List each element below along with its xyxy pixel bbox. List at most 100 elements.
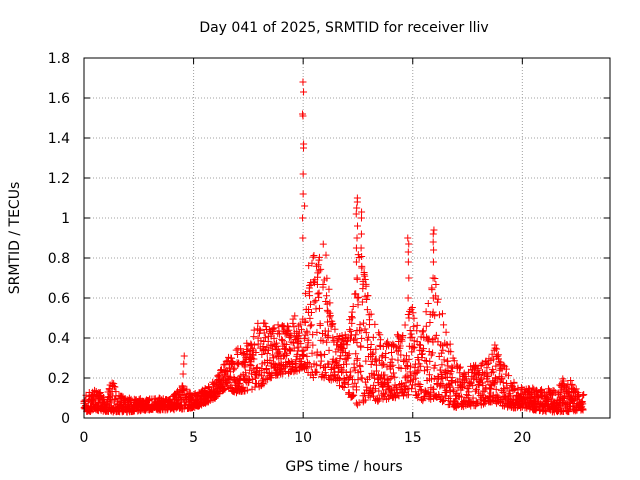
y-tick-label: 1.6 [48, 91, 70, 107]
data-point [355, 293, 363, 301]
data-point [425, 335, 433, 343]
data-point [306, 322, 314, 330]
data-point [355, 326, 363, 334]
data-point [340, 383, 348, 391]
data-point [372, 355, 380, 363]
data-point [183, 385, 191, 393]
data-point [429, 238, 437, 246]
data-point [372, 345, 380, 353]
data-point [353, 204, 361, 212]
data-point [439, 398, 447, 406]
data-point [345, 350, 353, 358]
data-point [178, 383, 186, 391]
data-point [352, 331, 360, 339]
data-point [244, 377, 252, 385]
data-point [486, 381, 494, 389]
data-point [494, 351, 502, 359]
data-point [319, 283, 327, 291]
data-point [220, 386, 228, 394]
data-point [301, 318, 309, 326]
data-point [402, 379, 410, 387]
data-point [432, 331, 440, 339]
data-point [405, 240, 413, 248]
data-point [414, 356, 422, 364]
data-point [362, 282, 370, 290]
data-point [408, 333, 416, 341]
x-tick-label: 20 [513, 430, 531, 446]
data-point [391, 373, 399, 381]
data-point [230, 366, 238, 374]
data-point [295, 329, 303, 337]
data-point [358, 374, 366, 382]
data-point [374, 397, 382, 405]
data-point [319, 240, 327, 248]
data-point [285, 333, 293, 341]
data-point [315, 267, 323, 275]
data-point [353, 294, 361, 302]
data-point [274, 345, 282, 353]
data-point [263, 343, 271, 351]
data-point [357, 244, 365, 252]
data-point [306, 292, 314, 300]
data-point [355, 399, 363, 407]
data-point [510, 379, 518, 387]
data-point [263, 349, 271, 357]
data-point [439, 346, 447, 354]
data-point [369, 349, 377, 357]
data-point [473, 399, 481, 407]
data-point [435, 311, 443, 319]
data-point [473, 400, 481, 408]
data-point [332, 360, 340, 368]
data-point [370, 392, 378, 400]
chart-title: Day 041 of 2025, SRMTID for receiver lli… [199, 20, 488, 36]
data-point [345, 389, 353, 397]
data-point [362, 357, 370, 365]
data-point [361, 325, 369, 333]
data-point [305, 305, 313, 313]
data-point [487, 369, 495, 377]
data-point [324, 308, 332, 316]
data-point [497, 358, 505, 366]
data-point [291, 312, 299, 320]
data-point [418, 354, 426, 362]
data-point [418, 328, 426, 336]
data-point [572, 407, 580, 415]
data-point [360, 270, 368, 278]
data-point [312, 297, 320, 305]
data-point [458, 383, 466, 391]
data-point [388, 355, 396, 363]
x-tick-label: 0 [80, 430, 89, 446]
data-point [417, 341, 425, 349]
data-point [367, 310, 375, 318]
data-point [323, 292, 331, 300]
data-point [426, 318, 434, 326]
data-point [241, 363, 249, 371]
data-point [568, 380, 576, 388]
data-point [319, 337, 327, 345]
data-point [570, 386, 578, 394]
data-point [396, 342, 404, 350]
data-point [461, 376, 469, 384]
data-point [376, 341, 384, 349]
data-point [469, 382, 477, 390]
data-point [388, 373, 396, 381]
data-point [308, 321, 316, 329]
data-point [378, 353, 386, 361]
data-point [262, 375, 270, 383]
data-point [356, 363, 364, 371]
data-point [310, 298, 318, 306]
data-point [237, 345, 245, 353]
data-point [425, 347, 433, 355]
data-point [180, 385, 188, 393]
data-point [404, 294, 412, 302]
data-point [329, 320, 337, 328]
data-point [262, 366, 270, 374]
y-tick-label: 0.8 [48, 251, 70, 267]
data-point [461, 397, 469, 405]
data-point [270, 324, 278, 332]
data-point [439, 381, 447, 389]
data-point [407, 372, 415, 380]
data-point [380, 380, 388, 388]
data-point [352, 258, 360, 266]
data-point [274, 321, 282, 329]
